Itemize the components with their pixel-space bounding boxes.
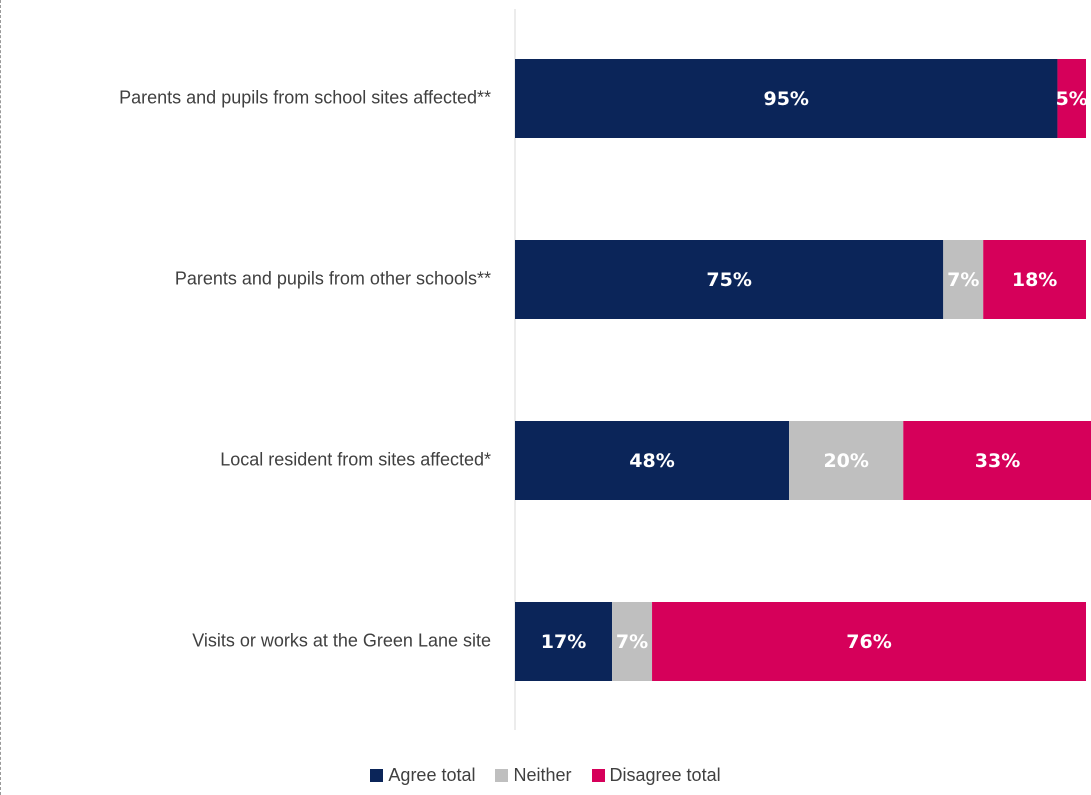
legend-swatch bbox=[370, 769, 384, 782]
data-label: 95% bbox=[763, 88, 808, 110]
data-label: 20% bbox=[823, 450, 868, 472]
data-label: 7% bbox=[616, 631, 648, 653]
bar-segment bbox=[515, 602, 613, 681]
legend-item: Disagree total bbox=[591, 765, 721, 786]
data-label: 17% bbox=[541, 631, 586, 653]
data-label: 76% bbox=[846, 631, 891, 653]
bar-segment bbox=[612, 602, 653, 681]
data-label: 7% bbox=[947, 269, 979, 291]
legend-item: Agree total bbox=[370, 765, 475, 786]
legend-label: Agree total bbox=[388, 765, 476, 785]
legend-label: Disagree total bbox=[609, 765, 721, 785]
bar-segment bbox=[789, 421, 904, 500]
bar-segment bbox=[515, 421, 790, 500]
legend-label: Neither bbox=[513, 765, 572, 785]
legend: Agree total Neither Disagree total bbox=[0, 765, 1091, 786]
legend-item: Neither bbox=[495, 765, 572, 786]
data-label: 18% bbox=[1012, 269, 1057, 291]
bar-segment bbox=[903, 421, 1091, 500]
category-label: Visits or works at the Green Lane site bbox=[192, 630, 491, 650]
category-label: Parents and pupils from school sites aff… bbox=[119, 87, 491, 107]
data-label: 75% bbox=[706, 269, 751, 291]
legend-swatch bbox=[495, 769, 509, 782]
bar-segment bbox=[983, 240, 1086, 319]
bar-segment bbox=[1057, 59, 1086, 138]
data-label: 48% bbox=[629, 450, 674, 472]
category-label: Local resident from sites affected* bbox=[220, 449, 491, 469]
data-label: 5% bbox=[1056, 88, 1088, 110]
dashed-border bbox=[0, 0, 1, 795]
data-label: 33% bbox=[975, 450, 1020, 472]
stacked-bar-chart: Parents and pupils from school sites aff… bbox=[119, 9, 1091, 730]
bar-segment bbox=[515, 240, 944, 319]
category-label: Parents and pupils from other schools** bbox=[175, 268, 491, 288]
bar-segment bbox=[652, 602, 1086, 681]
legend-swatch bbox=[591, 769, 605, 782]
bar-segment bbox=[515, 59, 1058, 138]
bar-segment bbox=[943, 240, 984, 319]
